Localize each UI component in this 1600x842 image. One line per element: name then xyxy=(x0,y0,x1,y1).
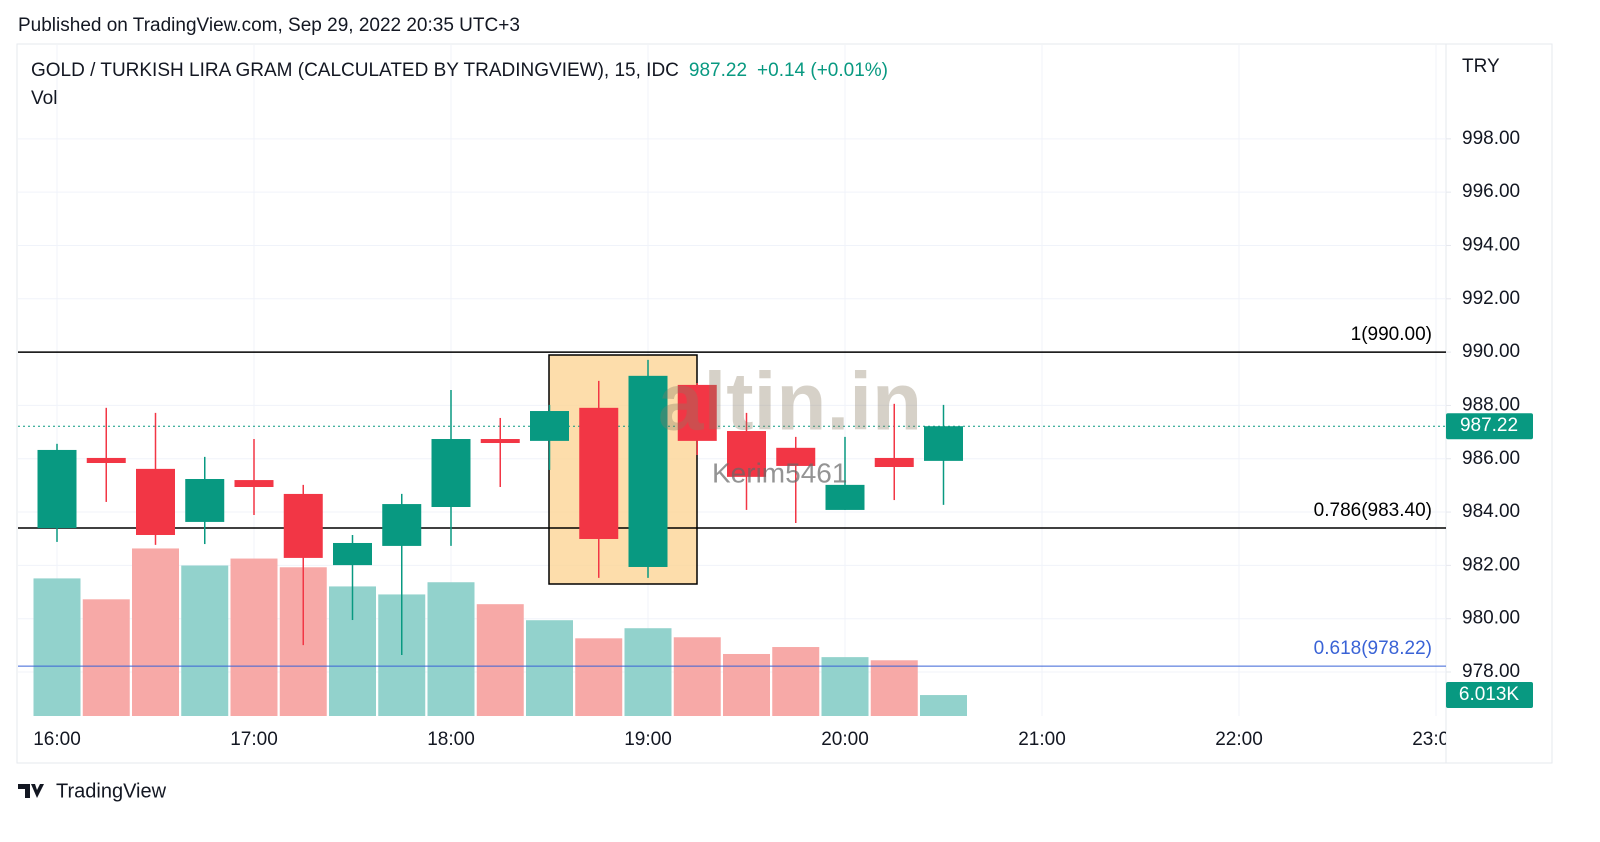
candle-body xyxy=(431,439,471,507)
x-tick-label: 19:00 xyxy=(624,729,672,750)
candles xyxy=(37,359,963,655)
candle-body xyxy=(37,449,77,529)
volume-bar xyxy=(920,695,967,716)
level-label: 1(990.00) xyxy=(1351,324,1432,345)
candle-body xyxy=(283,493,323,558)
y-tick-label: 980.00 xyxy=(1462,608,1520,629)
candle-body xyxy=(234,480,274,488)
volume-bar xyxy=(33,578,81,716)
last-price-label: 987.22 xyxy=(1460,415,1518,436)
volume-bar xyxy=(526,620,573,716)
y-tick-label: 986.00 xyxy=(1462,448,1520,469)
last-price: 987.22 xyxy=(689,60,747,81)
candle-body xyxy=(579,407,619,539)
y-axis: 978.00 980.00 982.00 984.00 986.00 988.00 990.… xyxy=(1446,128,1520,682)
y-tick-label: 998.00 xyxy=(1462,128,1520,149)
price-change: +0.14 (+0.01%) xyxy=(757,60,888,81)
volume-bar xyxy=(870,660,918,716)
watermark: altin.in xyxy=(658,357,922,448)
candle-body xyxy=(136,468,175,535)
volume-bar xyxy=(82,599,130,716)
level-label: 0.618(978.22) xyxy=(1314,638,1432,659)
grid xyxy=(18,45,1446,716)
volume-bar xyxy=(723,653,770,716)
y-tick-label: 988.00 xyxy=(1462,394,1520,415)
x-tick-label: 17:00 xyxy=(230,729,278,750)
y-tick-label: 996.00 xyxy=(1462,181,1520,202)
footer: TradingView xyxy=(56,780,167,802)
candle-body xyxy=(185,479,225,522)
candle-body xyxy=(924,426,963,461)
x-tick-label: 22:00 xyxy=(1215,729,1263,750)
volume-label: 6.013K xyxy=(1459,684,1520,705)
y-tick-label: 978.00 xyxy=(1462,661,1520,682)
candle-body xyxy=(480,439,520,444)
candle-body xyxy=(874,457,914,468)
legend: GOLD / TURKISH LIRA GRAM (CALCULATED BY … xyxy=(31,60,888,81)
y-tick-label: 990.00 xyxy=(1462,341,1520,362)
x-axis: 16:00 17:00 18:00 19:00 20:00 21:00 22:00 23:00 xyxy=(33,729,1460,750)
highlight-box xyxy=(548,354,698,585)
y-tick-label: 982.00 xyxy=(1462,554,1520,575)
x-tick-label: 23:00 xyxy=(1412,729,1460,750)
currency: TRY xyxy=(1462,56,1500,77)
candle-body xyxy=(628,375,668,567)
volume-bar xyxy=(132,548,179,716)
volume-badge xyxy=(1446,682,1533,709)
candle-body xyxy=(530,411,569,441)
last-price-badge xyxy=(1446,413,1533,440)
volume-bar xyxy=(181,565,229,716)
x-tick-label: 18:00 xyxy=(427,729,475,750)
candle-body xyxy=(727,431,766,477)
volume-pane xyxy=(33,548,967,716)
candle-body xyxy=(677,384,717,441)
x-tick-label: 20:00 xyxy=(821,729,869,750)
author-watermark: Kerim5461 xyxy=(712,457,847,488)
volume-bar xyxy=(624,628,672,716)
y-tick-label: 992.00 xyxy=(1462,288,1520,309)
footer-logo xyxy=(18,784,44,798)
levels: 1(990.00) 0.786(983.40) 0.618(978.22) xyxy=(18,324,1446,667)
volume-title: Vol xyxy=(31,88,57,109)
volume-bar xyxy=(230,558,278,716)
volume-bar xyxy=(476,604,524,716)
y-tick-label: 994.00 xyxy=(1462,234,1520,255)
volume-bar xyxy=(772,647,820,716)
level-label: 0.786(983.40) xyxy=(1314,500,1432,521)
candle-body xyxy=(86,457,126,464)
x-tick-label: 21:00 xyxy=(1018,729,1066,750)
candle-body xyxy=(333,542,372,566)
x-tick-label: 16:00 xyxy=(33,729,81,750)
candle-body xyxy=(776,447,816,466)
chart-title: GOLD / TURKISH LIRA GRAM (CALCULATED BY … xyxy=(31,60,679,81)
header: Published on TradingView.com, Sep 29, 20… xyxy=(18,15,520,36)
volume-bar xyxy=(673,637,721,716)
y-tick-label: 984.00 xyxy=(1462,501,1520,522)
candle-body xyxy=(382,504,422,546)
volume-bar xyxy=(821,657,869,716)
volume-bar xyxy=(427,582,475,716)
candle-body xyxy=(825,484,865,510)
volume-bar xyxy=(575,638,623,716)
